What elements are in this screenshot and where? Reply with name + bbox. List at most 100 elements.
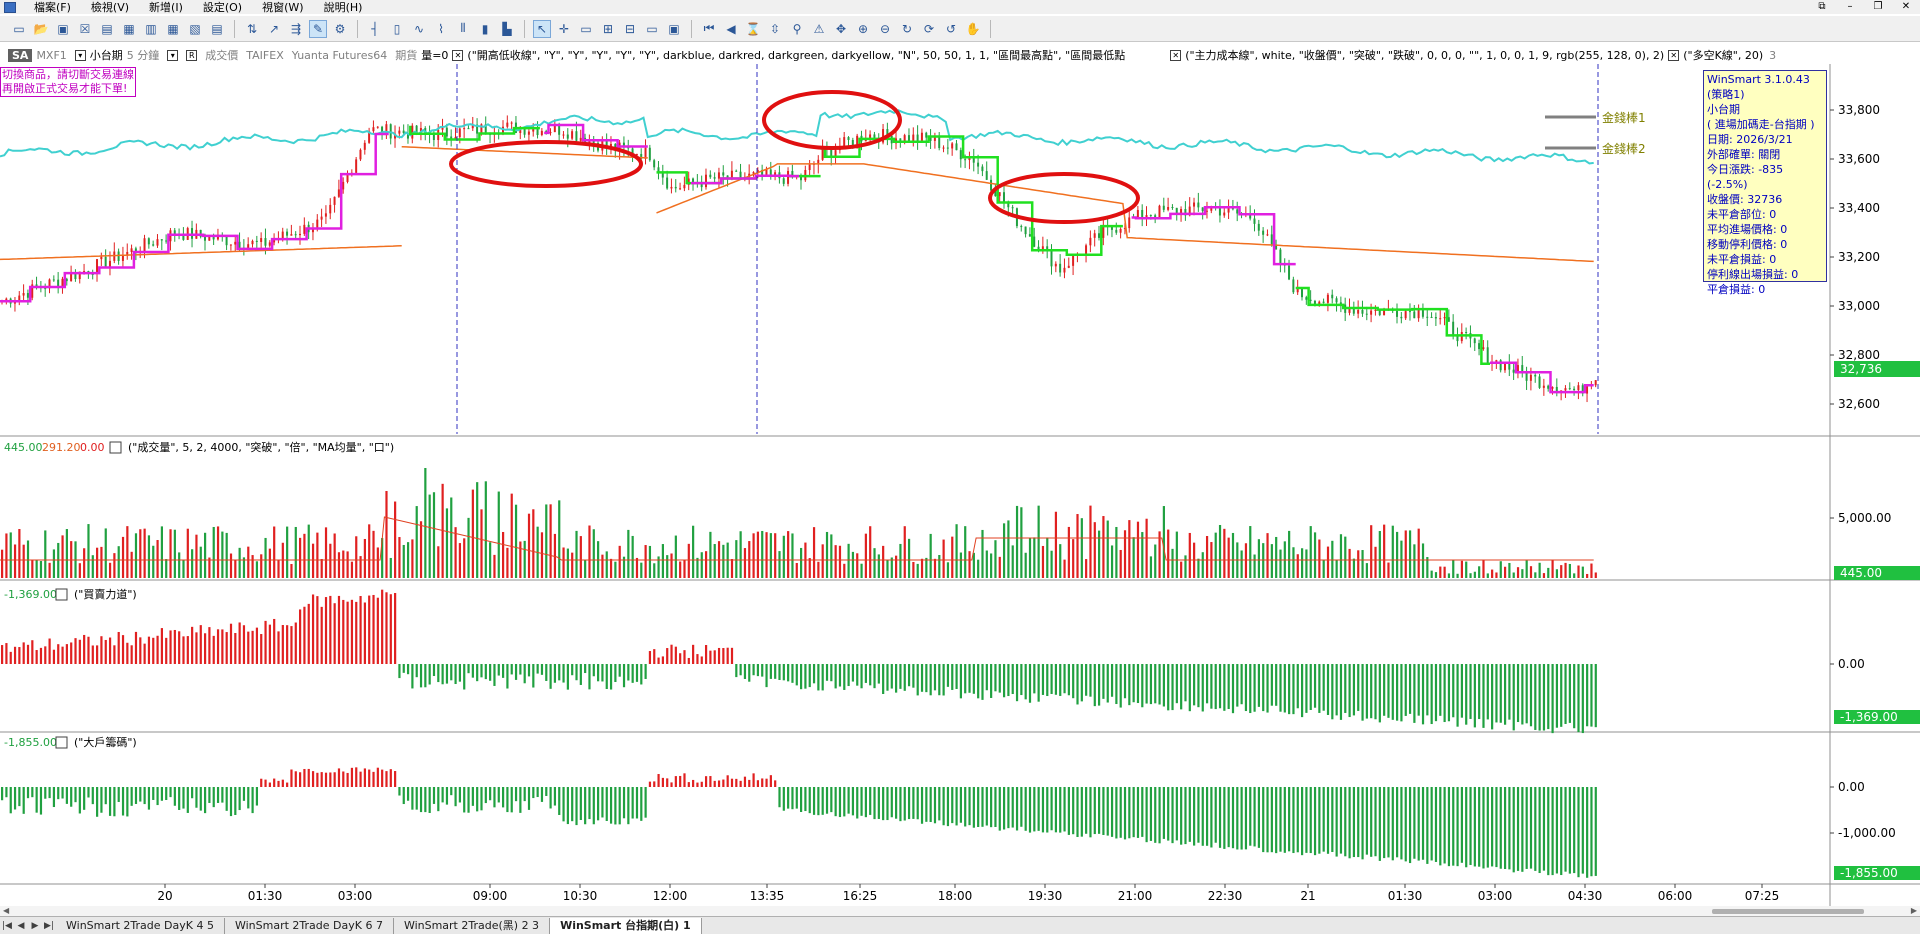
force-bar — [307, 603, 310, 664]
text-icon[interactable]: ▭ — [580, 21, 592, 36]
candle — [247, 244, 250, 249]
rotate-icon[interactable]: ↺ — [945, 21, 957, 36]
volume-bar — [510, 493, 513, 578]
candle — [212, 235, 215, 240]
new-icon[interactable]: ▭ — [13, 21, 25, 36]
zoom-in-icon[interactable]: ⊞ — [602, 21, 614, 36]
indicator-close-icon[interactable]: ✕ — [1170, 49, 1182, 61]
maximize-icon[interactable]: ❐ — [1873, 1, 1883, 12]
chip-bar — [1266, 787, 1269, 853]
strategy-icon[interactable]: ✎ — [309, 19, 327, 38]
table-icon[interactable]: ▦ — [123, 21, 135, 36]
candle-icon[interactable]: ▯ — [393, 21, 401, 36]
ohlc-icon[interactable]: ⫴ — [460, 21, 466, 35]
force-bar — [1257, 664, 1261, 707]
candle — [1115, 229, 1118, 233]
volume-bar — [1508, 562, 1511, 578]
close-icon[interactable]: ☒ — [79, 21, 91, 36]
volume-bar — [52, 549, 56, 578]
candle — [1452, 321, 1455, 336]
indicator-close-icon[interactable]: ✕ — [452, 49, 464, 61]
force-bar — [903, 664, 906, 691]
crosshair-icon[interactable]: ✛ — [558, 21, 570, 36]
tab-next-icon[interactable]: ▶ — [31, 920, 39, 931]
alert-icon[interactable]: ⚠ — [813, 21, 825, 36]
draw-icon[interactable]: ↗ — [268, 21, 280, 36]
scroll-left-icon[interactable]: ◀ — [3, 906, 10, 915]
price-type-icon[interactable]: R — [186, 49, 198, 61]
menu-view[interactable]: 檢視(V) — [90, 0, 130, 14]
chip-bar — [1240, 787, 1243, 850]
volume-icon[interactable]: ▮ — [481, 21, 489, 36]
candle — [65, 278, 68, 282]
force-bar — [1344, 664, 1347, 713]
chart-icon[interactable]: ▤ — [101, 21, 113, 36]
sheet-tab[interactable]: WinSmart 2Trade DayK 6 7 — [225, 917, 394, 934]
indicator-icon[interactable]: ⇅ — [246, 21, 258, 36]
grid-icon[interactable]: ▦ — [167, 21, 179, 36]
save-icon[interactable]: ▣ — [57, 21, 69, 36]
interval-dropdown-icon[interactable]: ▾ — [167, 49, 179, 61]
sheet-tab[interactable]: WinSmart 2Trade(黑) 2 3 — [394, 917, 551, 934]
minimize-icon[interactable]: – — [1847, 1, 1853, 12]
hand-icon[interactable]: ✋ — [965, 21, 981, 36]
chip-bar — [627, 787, 630, 825]
drag-icon[interactable]: ✥ — [835, 21, 847, 36]
hourglass-icon[interactable]: ⌛ — [745, 21, 761, 36]
indicator-close-icon[interactable]: ✕ — [1668, 49, 1680, 61]
force-bar — [238, 622, 241, 664]
sheet-tab[interactable]: WinSmart 2Trade DayK 4 5 — [56, 917, 225, 934]
sheet-tab[interactable]: WinSmart 台指期(白) 1 — [550, 917, 702, 934]
menu-help[interactable]: 說明(H) — [323, 0, 363, 14]
chip-bar — [381, 769, 384, 787]
menu-settings[interactable]: 設定(O) — [202, 0, 243, 14]
prev-icon[interactable]: ◀ — [726, 21, 736, 36]
layout-icon[interactable]: ▥ — [145, 21, 157, 36]
reload-icon[interactable]: ⟳ — [923, 21, 935, 36]
line-icon[interactable]: ∿ — [413, 21, 425, 36]
open-icon[interactable]: 📂 — [33, 21, 49, 36]
zoom-icon[interactable]: ⊕ — [857, 21, 869, 36]
chip-bar — [795, 787, 798, 809]
close-icon[interactable]: ✕ — [1901, 1, 1911, 12]
force-bar — [1551, 664, 1554, 734]
force-bar — [182, 636, 185, 664]
chip-bar — [726, 775, 729, 787]
panel-icon[interactable]: ▣ — [668, 21, 680, 36]
tab-last-icon[interactable]: ▶| — [44, 920, 54, 931]
menu-insert[interactable]: 新增(I) — [149, 0, 183, 14]
bar-icon[interactable]: ┤ — [371, 21, 379, 36]
restore-icon[interactable]: ⧉ — [1818, 1, 1826, 12]
candle — [942, 147, 945, 149]
quote-icon[interactable]: ▧ — [189, 21, 201, 36]
chip-bar — [147, 787, 151, 810]
tab-first-icon[interactable]: |◀ — [2, 920, 12, 931]
tab-prev-icon[interactable]: ◀ — [17, 920, 25, 931]
renko-icon[interactable]: ▙ — [502, 21, 512, 36]
volume-bar — [562, 547, 565, 578]
menu-window[interactable]: 視窗(W) — [262, 0, 304, 14]
window-icon[interactable]: ▭ — [646, 21, 658, 36]
chart-canvas[interactable]: 33,80033,60033,40033,20033,00032,80032,6… — [0, 64, 1920, 906]
menu-file[interactable]: 檔案(F) — [34, 0, 71, 14]
first-icon[interactable]: ⏮ — [703, 21, 715, 35]
product-dropdown-icon[interactable]: ▾ — [74, 49, 86, 61]
horizontal-scrollbar[interactable]: ◀ ▶ — [0, 906, 1920, 916]
candle — [1300, 288, 1303, 298]
signal-icon[interactable]: ⇶ — [290, 21, 302, 36]
pin-icon[interactable]: ⚲ — [792, 21, 802, 36]
scroll-thumb[interactable] — [1712, 909, 1864, 914]
symbol-badge[interactable]: SA — [8, 48, 33, 62]
zoom-out-icon[interactable]: ⊟ — [624, 21, 636, 36]
updown-icon[interactable]: ⇳ — [769, 21, 781, 36]
refresh-icon[interactable]: ↻ — [901, 21, 913, 36]
pointer-icon[interactable]: ↖ — [533, 19, 551, 38]
magnify-icon[interactable]: ⊖ — [879, 21, 891, 36]
settings-icon[interactable]: ⚙ — [334, 21, 346, 36]
volume-bar — [1374, 546, 1377, 578]
time-tick-label: 06:00 — [1658, 889, 1693, 903]
tick-icon[interactable]: ⌇ — [438, 21, 444, 36]
list-icon[interactable]: ▤ — [211, 21, 223, 36]
scroll-right-icon[interactable]: ▶ — [1910, 906, 1917, 915]
trend-step-line — [0, 132, 389, 303]
